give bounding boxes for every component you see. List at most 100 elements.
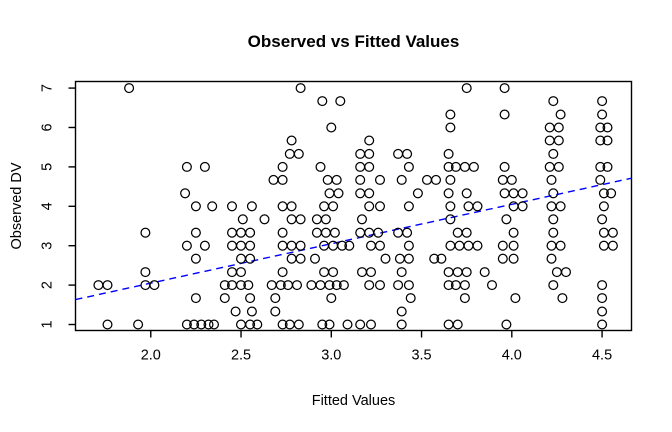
data-point: [102, 319, 113, 330]
data-point: [546, 253, 557, 264]
data-point: [374, 240, 386, 251]
data-point: [607, 227, 618, 238]
data-point: [374, 280, 386, 291]
data-point: [344, 240, 355, 251]
data-point: [259, 214, 270, 225]
data-point: [546, 174, 557, 185]
data-point: [560, 267, 572, 278]
data-point: [207, 201, 218, 212]
data-point: [226, 267, 238, 278]
data-point: [309, 253, 321, 264]
data-point: [286, 201, 297, 212]
data-point: [364, 201, 375, 212]
data-point: [230, 306, 241, 317]
data-point: [181, 240, 192, 251]
y-tick-label: 4: [40, 202, 56, 210]
data-point: [429, 253, 440, 264]
data-point: [548, 227, 559, 238]
data-point: [203, 319, 214, 330]
data-point: [355, 148, 366, 159]
data-point: [284, 148, 295, 159]
data-point: [219, 280, 230, 291]
data-point: [319, 201, 330, 212]
data-point: [553, 135, 564, 146]
data-point: [226, 201, 238, 212]
data-point: [595, 135, 606, 146]
data-point: [544, 161, 555, 172]
data-point: [436, 253, 447, 264]
data-point: [333, 188, 344, 199]
plot-box: [74, 80, 633, 332]
data-point: [463, 201, 474, 212]
data-points: [93, 83, 618, 330]
data-point: [452, 267, 463, 278]
data-point: [443, 319, 454, 330]
data-point: [365, 267, 377, 278]
data-point: [226, 227, 238, 238]
data-point: [461, 227, 472, 238]
data-point: [190, 201, 201, 212]
data-point: [235, 240, 247, 251]
data-point: [445, 201, 456, 212]
data-point: [597, 96, 608, 107]
data-point: [355, 174, 366, 185]
data-point: [598, 227, 609, 238]
data-point: [140, 227, 151, 238]
data-point: [393, 280, 404, 291]
data-point: [319, 267, 330, 278]
data-point: [324, 188, 335, 199]
data-point: [445, 109, 456, 120]
y-tick-label: 6: [40, 123, 56, 131]
data-point: [396, 267, 407, 278]
data-point: [597, 109, 608, 120]
data-point: [499, 109, 510, 120]
data-point: [235, 227, 247, 238]
data-point: [443, 161, 454, 172]
data-point: [499, 83, 510, 94]
data-point: [295, 214, 306, 225]
data-point: [497, 174, 508, 185]
x-tick-label: 4.5: [592, 348, 612, 364]
data-point: [479, 267, 490, 278]
data-point: [373, 227, 384, 238]
y-axis-label: Observed DV: [9, 162, 25, 249]
data-point: [190, 227, 201, 238]
data-point: [557, 293, 568, 304]
data-point: [606, 188, 617, 199]
data-point: [328, 201, 339, 212]
data-point: [602, 122, 613, 133]
data-point: [245, 240, 256, 251]
data-point: [403, 161, 414, 172]
data-point: [243, 280, 254, 291]
data-point: [459, 280, 470, 291]
data-point: [463, 240, 474, 251]
plot-title: Observed vs Fitted Values: [248, 32, 460, 51]
data-point: [245, 227, 256, 238]
x-tick-label: 3.5: [411, 348, 431, 364]
data-point: [320, 214, 331, 225]
data-point: [607, 240, 618, 251]
data-point: [497, 253, 508, 264]
data-point: [548, 148, 559, 159]
data-point: [235, 319, 247, 330]
x-tick-label: 4.0: [502, 348, 522, 364]
data-point: [394, 253, 405, 264]
data-point: [443, 148, 454, 159]
data-point: [149, 280, 160, 291]
data-point: [355, 319, 366, 330]
data-point: [553, 122, 564, 133]
data-point: [277, 227, 288, 238]
data-point: [421, 174, 433, 185]
data-point: [364, 280, 375, 291]
data-point: [355, 161, 366, 172]
x-tick-label: 2.5: [231, 348, 251, 364]
data-point: [355, 188, 366, 199]
data-point: [412, 188, 423, 199]
data-point: [235, 280, 247, 291]
data-point: [445, 240, 456, 251]
data-point: [374, 174, 386, 185]
data-point: [219, 293, 230, 304]
data-point: [468, 161, 479, 172]
data-point: [365, 319, 377, 330]
